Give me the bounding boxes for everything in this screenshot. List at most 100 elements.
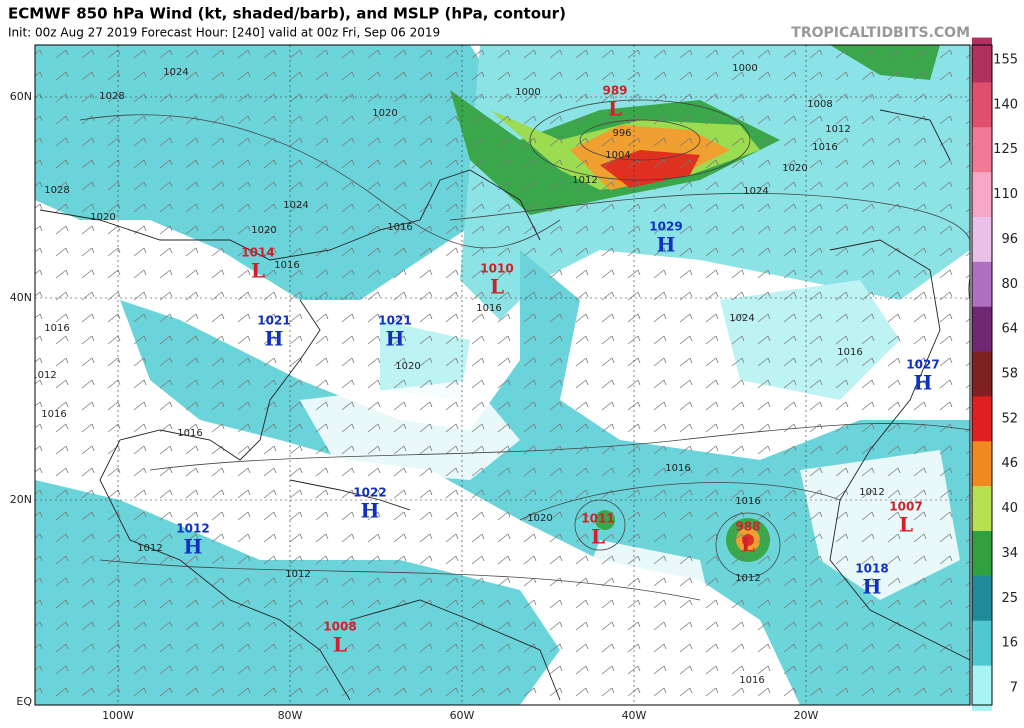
title: ECMWF 850 hPa Wind (kt, shaded/barb), an… <box>8 5 566 23</box>
colorbar-swatch <box>972 261 992 308</box>
contour-label: 1012 <box>735 573 760 584</box>
contour-label: 1016 <box>812 142 837 153</box>
lon-label: 60W <box>450 709 475 722</box>
lon-label: 80W <box>278 709 303 722</box>
colorbar-label: 7 <box>1010 681 1018 696</box>
colorbar-swatch <box>972 620 992 667</box>
subtitle: Init: 00z Aug 27 2019 Forecast Hour: [24… <box>8 26 440 40</box>
colorbar-swatch <box>972 172 992 218</box>
pressure-value: 988 <box>735 520 760 534</box>
contour-label: 1016 <box>44 323 69 334</box>
pressure-center: L <box>333 633 347 657</box>
pressure-center: H <box>914 371 933 395</box>
contour-label: 1016 <box>177 428 202 439</box>
pressure-value: 1008 <box>323 620 356 634</box>
colorbar-swatch <box>972 665 992 711</box>
pressure-center: L <box>251 259 265 283</box>
pressure-value: 1021 <box>257 314 290 328</box>
colorbar-label: 80 <box>1001 277 1018 292</box>
colorbar-label: 52 <box>1001 411 1018 426</box>
colorbar-label: 40 <box>1001 501 1018 516</box>
contour-label: 1020 <box>527 513 552 524</box>
pressure-center: L <box>608 97 622 121</box>
contour-label: 1008 <box>807 99 832 110</box>
contour-label: 1012 <box>31 370 56 381</box>
pressure-value: 1010 <box>480 262 513 276</box>
colorbar-swatch <box>972 441 992 487</box>
lon-label: 40W <box>622 709 647 722</box>
colorbar-label: 155 <box>993 53 1018 68</box>
contour-label: 1020 <box>782 163 807 174</box>
pressure-value: 989 <box>602 84 627 98</box>
contour-label: 1016 <box>665 463 690 474</box>
pressure-value: 1027 <box>906 358 939 372</box>
pressure-center: H <box>657 233 676 257</box>
pressure-center: H <box>863 575 882 599</box>
colorbar-label: 125 <box>993 142 1018 157</box>
lon-label: 100W <box>102 709 134 722</box>
contour-label: 1016 <box>476 303 501 314</box>
contour-label: 1016 <box>274 260 299 271</box>
colorbar-frame <box>971 44 993 706</box>
lat-label: 60N <box>10 90 32 103</box>
contour-label: 1004 <box>605 150 630 161</box>
pressure-value: 1018 <box>855 562 888 576</box>
pressure-center: H <box>361 499 380 523</box>
pressure-value: 1014 <box>241 246 274 260</box>
colorbar-swatch <box>972 531 992 577</box>
lat-label: 20N <box>10 493 32 506</box>
pressure-value: 1021 <box>378 314 411 328</box>
pressure-center: H <box>184 535 203 559</box>
colorbar-label: 58 <box>1001 367 1018 382</box>
contour-label: 996 <box>612 128 631 139</box>
contour-label: 1024 <box>283 200 308 211</box>
contour-label: 1024 <box>743 186 768 197</box>
colorbar-label: 140 <box>993 97 1018 112</box>
colorbar-label: 25 <box>1001 591 1018 606</box>
colorbar-swatch <box>972 127 992 173</box>
colorbar-swatch <box>972 351 992 397</box>
colorbar-swatch <box>972 306 992 353</box>
colorbar-swatch <box>972 217 992 263</box>
pressure-value: 1012 <box>176 522 209 536</box>
pressure-center: H <box>265 327 284 351</box>
contour-label: 1016 <box>739 675 764 686</box>
colorbar-swatch <box>972 575 992 622</box>
colorbar-swatch <box>972 37 992 83</box>
lat-label: 40N <box>10 291 32 304</box>
contour-label: 1024 <box>163 67 188 78</box>
contour-label: 1024 <box>729 313 754 324</box>
colorbar-label: 16 <box>1001 636 1018 651</box>
pressure-value: 1011 <box>581 512 614 526</box>
pressure-center: L <box>591 525 605 549</box>
pressure-value: 1029 <box>649 220 682 234</box>
map-frame <box>34 44 971 706</box>
contour-label: 1012 <box>285 569 310 580</box>
colorbar-swatch <box>972 486 992 532</box>
colorbar-label: 96 <box>1001 232 1018 247</box>
contour-label: 1016 <box>837 347 862 358</box>
pressure-center: L <box>741 533 755 557</box>
pressure-value: 1007 <box>889 500 922 514</box>
contour-label: 1000 <box>732 63 757 74</box>
pressure-center: L <box>899 513 913 537</box>
contour-label: 1016 <box>41 409 66 420</box>
pressure-value: 1022 <box>353 486 386 500</box>
contour-label: 1028 <box>44 185 69 196</box>
contour-label: 1000 <box>515 87 540 98</box>
contour-label: 1016 <box>735 496 760 507</box>
contour-label: 1012 <box>137 543 162 554</box>
colorbar-swatch <box>972 396 992 442</box>
pressure-center: L <box>490 275 504 299</box>
contour-label: 1020 <box>395 361 420 372</box>
contour-label: 1028 <box>99 91 124 102</box>
colorbar-swatch <box>972 82 992 128</box>
contour-label: 1020 <box>90 212 115 223</box>
colorbar-label: 64 <box>1001 322 1018 337</box>
contour-label: 1020 <box>251 225 276 236</box>
colorbar-label: 46 <box>1001 456 1018 471</box>
lat-label: EQ <box>16 695 32 708</box>
contour-label: 1016 <box>387 222 412 233</box>
